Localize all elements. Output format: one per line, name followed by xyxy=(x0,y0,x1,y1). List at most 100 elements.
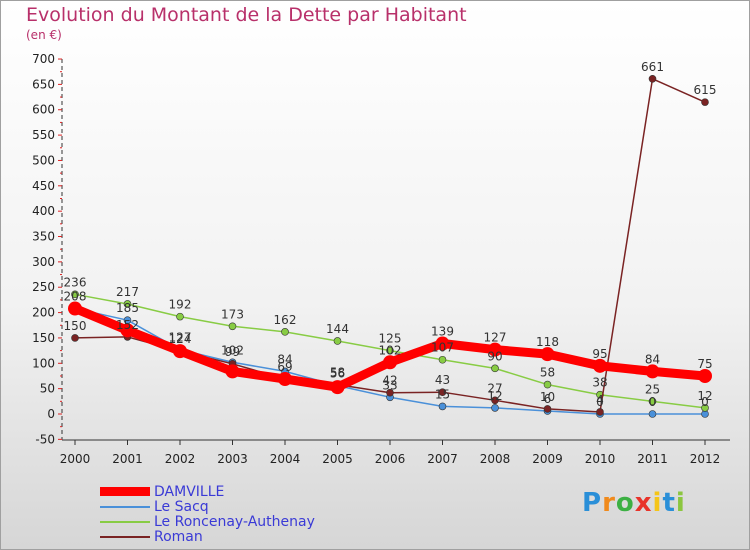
logo-letter: x xyxy=(634,488,653,518)
data-point xyxy=(120,323,135,338)
data-label: 75 xyxy=(697,357,712,371)
y-tick-label: 100 xyxy=(32,356,55,370)
data-label: 0 xyxy=(701,395,709,409)
data-label: 615 xyxy=(694,83,717,97)
data-label: 84 xyxy=(645,352,660,366)
data-point xyxy=(540,347,555,362)
data-point xyxy=(435,336,450,351)
y-tick-label: 600 xyxy=(32,103,55,117)
logo-letter: o xyxy=(615,488,635,518)
data-label: 152 xyxy=(116,318,139,332)
proxiti-logo: Proxiti xyxy=(582,488,686,518)
data-point xyxy=(330,380,345,395)
data-point xyxy=(543,405,552,413)
data-label: 42 xyxy=(382,374,397,388)
data-label: 173 xyxy=(221,307,244,321)
y-tick-label: 200 xyxy=(32,306,55,320)
legend-swatch xyxy=(100,535,150,538)
x-tick-label: 2004 xyxy=(270,452,301,466)
legend-label: Roman xyxy=(154,528,203,545)
data-point xyxy=(281,328,289,336)
data-label: 56 xyxy=(330,367,345,381)
data-label: 162 xyxy=(274,313,297,327)
data-label: 185 xyxy=(116,301,139,315)
x-tick-label: 2010 xyxy=(585,452,616,466)
data-label: 125 xyxy=(379,332,402,346)
x-tick-label: 2008 xyxy=(480,452,511,466)
data-label: 58 xyxy=(330,366,345,380)
data-label: 127 xyxy=(484,331,507,345)
data-point xyxy=(225,364,240,379)
data-label: 107 xyxy=(431,341,454,355)
data-label: 150 xyxy=(64,319,87,333)
data-point xyxy=(173,344,187,359)
data-label: 661 xyxy=(641,60,664,74)
data-point xyxy=(386,388,394,397)
legend-swatch xyxy=(100,520,150,523)
data-label: 90 xyxy=(487,349,502,363)
data-label: 0 xyxy=(596,395,604,409)
legend-label: Le Sacq xyxy=(154,498,209,515)
data-label: 38 xyxy=(592,376,607,390)
data-label: 4 xyxy=(596,393,604,407)
data-label: 208 xyxy=(64,290,87,304)
data-label: 95 xyxy=(592,347,607,361)
legend-swatch xyxy=(100,505,150,508)
x-tick-label: 2001 xyxy=(112,452,143,466)
x-tick-label: 2002 xyxy=(165,452,196,466)
data-label: 127 xyxy=(169,331,192,345)
data-point xyxy=(71,334,79,342)
y-tick-label: 650 xyxy=(32,77,55,91)
data-point xyxy=(701,98,709,106)
x-tick-label: 2007 xyxy=(427,452,458,466)
data-point xyxy=(438,402,447,411)
logo-letter: t xyxy=(662,488,676,518)
data-label: 43 xyxy=(435,373,450,387)
data-label: 12 xyxy=(697,389,712,403)
legend-item: Roman xyxy=(100,528,360,545)
y-tick-label: 450 xyxy=(32,179,55,193)
y-tick-label: 0 xyxy=(47,407,55,421)
data-label: 25 xyxy=(645,382,660,396)
y-tick-label: 700 xyxy=(32,52,55,66)
chart-title: Evolution du Montant de la Dette par Hab… xyxy=(26,4,467,26)
data-point xyxy=(645,364,660,379)
data-point xyxy=(438,388,447,396)
data-label: 15 xyxy=(435,387,450,401)
x-tick-label: 2006 xyxy=(375,452,406,466)
legend-item: Le Roncenay-Authenay xyxy=(100,513,360,530)
data-point xyxy=(698,368,712,383)
logo-letter: i xyxy=(675,488,686,518)
logo-letter: i xyxy=(652,488,663,518)
data-point xyxy=(176,312,184,321)
data-point xyxy=(71,290,79,299)
data-point xyxy=(648,397,657,406)
y-tick-label: 250 xyxy=(32,280,55,294)
x-tick-label: 2000 xyxy=(60,452,91,466)
y-tick-label: 300 xyxy=(32,255,55,269)
y-tick-label: 500 xyxy=(32,153,55,167)
data-label: 192 xyxy=(169,298,192,312)
legend-swatch xyxy=(100,487,150,496)
data-label: 58 xyxy=(540,366,555,380)
data-label: 144 xyxy=(326,322,349,336)
x-tick-label: 2011 xyxy=(637,452,668,466)
data-point xyxy=(593,358,607,373)
data-point xyxy=(491,404,499,412)
logo-letter: P xyxy=(582,488,603,518)
y-tick-label: 150 xyxy=(32,331,55,345)
data-point xyxy=(278,372,292,387)
data-label: 27 xyxy=(487,381,502,395)
data-label: 236 xyxy=(64,275,87,289)
chart-unit-label: (en €) xyxy=(26,28,62,42)
data-label: 33 xyxy=(382,378,397,392)
data-point xyxy=(491,396,499,405)
data-label: 217 xyxy=(116,285,139,299)
data-point xyxy=(488,342,502,357)
y-tick-label: 350 xyxy=(32,230,55,244)
legend-label: Le Roncenay-Authenay xyxy=(154,513,315,530)
data-point xyxy=(438,355,447,364)
y-tick-label: 50 xyxy=(40,382,55,396)
